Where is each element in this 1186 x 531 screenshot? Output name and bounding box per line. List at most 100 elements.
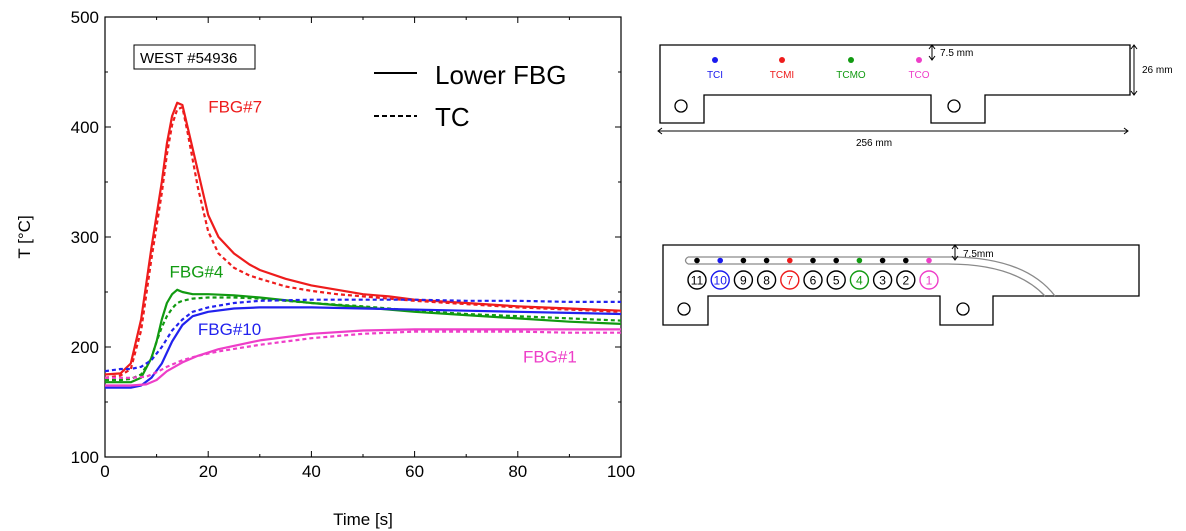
- length-arrow-head-right: [1123, 127, 1129, 135]
- tile-diagram-top: TCI TCMI TCMO TCO 7.5 mm 26 mm 256 mm: [657, 44, 1173, 149]
- length-arrow-head-left: [657, 127, 663, 135]
- fbg-number-7: 7: [780, 270, 800, 290]
- fbg-number-text: 7: [786, 274, 793, 288]
- series-layer: [104, 101, 622, 389]
- fbg-number-circle: [919, 270, 939, 290]
- annotation-box: [133, 44, 256, 70]
- sensor-dot-tco: [916, 57, 922, 63]
- x-tick-label: 40: [302, 462, 321, 481]
- series-labels: FBG#7 FBG#4 FBG#10 FBG#1: [170, 98, 577, 367]
- sensor-label-tci: TCI: [707, 70, 723, 81]
- fbg-number-circle: [710, 270, 730, 290]
- fbg-dot: [856, 257, 863, 264]
- legend: Lower FBG TC: [374, 60, 567, 132]
- x-tick-label: 20: [199, 462, 218, 481]
- y-axis-title: T [°C]: [15, 215, 34, 258]
- fbg-number-8: 8: [756, 270, 777, 290]
- fbg-channel-end: [684, 256, 689, 265]
- fbg-number-text: 2: [902, 274, 909, 288]
- fbg-number-3: 3: [872, 270, 893, 290]
- fbg-number-circle: [896, 270, 916, 290]
- fbg-number-text: 5: [833, 274, 840, 288]
- fbg-number-circle: [687, 270, 707, 290]
- legend-label-lower-fbg: Lower FBG: [435, 60, 567, 90]
- mounting-hole-right: [947, 99, 961, 113]
- depth-arrow-bottom-head-down: [951, 255, 959, 261]
- depth-arrow-head-up: [928, 44, 936, 50]
- fbg-number-text: 6: [810, 274, 817, 288]
- fbg-number-1: 1: [919, 270, 939, 290]
- fbg-dot: [879, 257, 886, 264]
- fbg-number-circle: [803, 270, 823, 290]
- series-line-fbg4-tc: [105, 296, 622, 382]
- sensor-dot-tci: [712, 57, 718, 63]
- height-arrow-head-up: [1130, 44, 1138, 50]
- fbg-number-4: 4: [849, 270, 870, 290]
- tile-outline-top: [659, 44, 1131, 124]
- fbg-dot: [694, 257, 700, 264]
- length-label: 256 mm: [856, 138, 892, 149]
- depth-arrow-bottom-head-up: [951, 244, 959, 250]
- mounting-hole-left: [674, 99, 688, 113]
- fbg-number-text: 9: [740, 274, 747, 288]
- fbg-dot: [833, 257, 839, 264]
- series-line-fbg7-tc: [104, 106, 622, 379]
- fbg-number-2: 2: [896, 270, 916, 290]
- legend-label-tc: TC: [435, 102, 470, 132]
- fbg-dots: [694, 257, 932, 264]
- fbg-number-9: 9: [733, 270, 754, 290]
- depth-label-bottom: 7.5mm: [963, 249, 994, 260]
- fbg-channel-inner: [688, 263, 1046, 297]
- fbg-number-text: 11: [691, 274, 704, 288]
- fbg-number-text: 1: [926, 274, 933, 288]
- series-label-fbg1: FBG#1: [523, 347, 577, 366]
- sensor-label-tcmo: TCMO: [836, 70, 866, 81]
- series-label-fbg10: FBG#10: [198, 320, 261, 339]
- series-line-fbg7-fbg: [104, 101, 622, 376]
- series-line-fbg10-tc: [104, 298, 621, 373]
- fbg-number-5: 5: [826, 270, 846, 290]
- fbg-number-circle: [756, 270, 777, 290]
- mounting-hole-left-bottom: [677, 302, 691, 316]
- y-tick-label: 300: [71, 228, 99, 247]
- fbg-number-6: 6: [803, 270, 823, 290]
- fbg-number-text: 4: [856, 274, 863, 288]
- sensor-dot-tcmo: [848, 57, 854, 63]
- fbg-dot: [926, 257, 932, 264]
- fbg-number-text: 3: [879, 274, 886, 288]
- fbg-numbers: 11 10 9 8 7 6 5 4 3 2 1: [687, 270, 939, 290]
- fbg-number-10: 10: [710, 270, 730, 290]
- axis-ticks: 0 20 40 60 80 100 100 200 300 400 500: [71, 8, 636, 481]
- series-label-fbg7: FBG#7: [208, 98, 262, 117]
- fbg-number-circle: [826, 270, 846, 290]
- y-tick-label: 500: [71, 8, 99, 27]
- depth-arrow-head-down: [928, 55, 936, 61]
- series-line-fbg4-fbg: [105, 288, 622, 384]
- sensor-label-tcmi: TCMI: [770, 70, 794, 81]
- fbg-number-11: 11: [687, 270, 707, 290]
- y-tick-label: 400: [71, 118, 99, 137]
- sensor-label-tco: TCO: [908, 70, 929, 81]
- fbg-dot: [717, 257, 723, 264]
- series-label-fbg4: FBG#4: [170, 263, 224, 282]
- height-arrow-head-down: [1130, 90, 1138, 96]
- x-tick-label: 80: [508, 462, 527, 481]
- series-line-fbg1-fbg: [105, 328, 621, 387]
- x-axis-title: Time [s]: [333, 510, 393, 529]
- annotation-text: WEST #54936: [140, 50, 237, 67]
- fbg-number-circle: [872, 270, 893, 290]
- x-tick-label: 0: [100, 462, 109, 481]
- fbg-dot: [787, 257, 793, 264]
- fbg-dot: [763, 257, 770, 264]
- tile-outline-bottom: [662, 244, 1140, 326]
- x-tick-label: 100: [607, 462, 635, 481]
- x-tick-label: 60: [405, 462, 424, 481]
- tile-diagram-bottom: 7.5mm 11 10 9 8 7 6 5 4 3 2 1: [662, 244, 1140, 326]
- fbg-number-circle: [849, 270, 870, 290]
- fbg-number-text: 10: [714, 274, 728, 288]
- sensor-dot-tcmi: [779, 57, 785, 63]
- mounting-hole-right-bottom: [956, 302, 970, 316]
- fbg-number-circle: [780, 270, 800, 290]
- height-label: 26 mm: [1142, 65, 1173, 76]
